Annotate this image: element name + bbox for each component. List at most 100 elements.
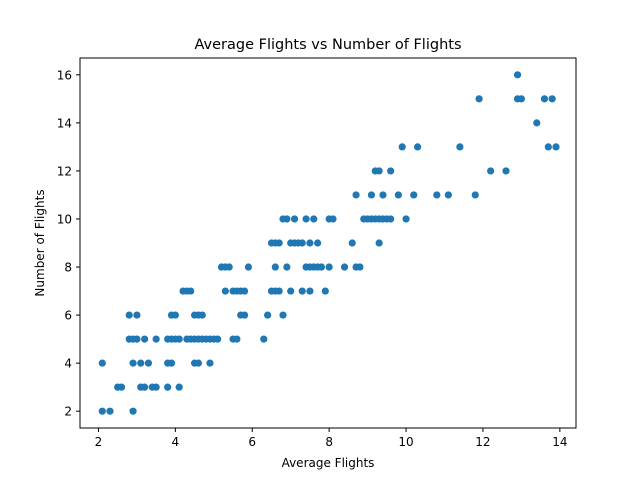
data-point (314, 239, 322, 247)
data-point (433, 191, 441, 199)
data-point (187, 287, 195, 295)
data-point (387, 167, 395, 175)
y-tick-label: 8 (64, 261, 72, 275)
data-point (279, 311, 287, 319)
data-point (475, 95, 483, 103)
data-point (233, 335, 241, 343)
data-point (540, 95, 549, 103)
x-tick-label: 2 (95, 435, 103, 449)
data-point (275, 239, 283, 247)
x-tick-label: 4 (172, 435, 180, 449)
data-point (325, 263, 333, 271)
data-point (352, 191, 360, 199)
data-point (198, 311, 206, 319)
data-point (152, 335, 160, 343)
data-point (206, 359, 214, 367)
data-point (214, 335, 222, 343)
data-point (356, 263, 364, 271)
data-point (194, 359, 203, 367)
data-point (98, 407, 106, 415)
data-point (283, 215, 291, 223)
data-point (517, 95, 526, 103)
data-point (398, 143, 406, 151)
x-tick-label: 14 (552, 435, 567, 449)
data-point (375, 167, 383, 175)
data-point (144, 359, 153, 367)
data-point (225, 263, 233, 271)
data-point (513, 71, 522, 79)
data-point (287, 287, 295, 295)
data-point (321, 287, 329, 295)
data-point (244, 263, 253, 271)
data-point (133, 311, 141, 319)
data-point (306, 239, 314, 247)
data-point (306, 287, 314, 295)
data-point (117, 383, 126, 391)
data-point (264, 311, 272, 319)
data-point (410, 191, 418, 199)
data-point (164, 383, 172, 391)
data-point (152, 383, 160, 391)
x-tick-label: 10 (398, 435, 413, 449)
data-point (456, 143, 464, 151)
data-point (552, 143, 560, 151)
data-point (317, 263, 326, 271)
data-point (98, 359, 106, 367)
y-tick-label: 6 (64, 309, 72, 323)
x-tick-label: 8 (325, 435, 333, 449)
y-tick-label: 2 (64, 405, 72, 419)
data-point (240, 311, 249, 319)
data-point (240, 287, 249, 295)
data-point (471, 191, 479, 199)
data-point (175, 383, 183, 391)
data-point (275, 287, 283, 295)
data-point (533, 119, 541, 127)
data-point (125, 311, 133, 319)
data-point (175, 335, 183, 343)
data-point (367, 191, 376, 199)
data-point (544, 143, 552, 151)
data-point (329, 215, 337, 223)
data-point (133, 335, 141, 343)
data-point (141, 335, 149, 343)
data-point (260, 335, 268, 343)
x-axis: 2 4 6 8 10 12 14 (95, 428, 567, 449)
data-point (340, 263, 349, 271)
y-tick-label: 14 (57, 116, 72, 130)
y-tick-label: 12 (57, 164, 72, 178)
data-point (129, 407, 137, 415)
x-axis-label: Average Flights (282, 456, 375, 470)
data-point (171, 311, 179, 319)
data-point (348, 239, 356, 247)
data-point (141, 383, 149, 391)
points-layer (98, 71, 560, 415)
plot-frame (79, 57, 577, 429)
y-tick-label: 10 (57, 212, 72, 226)
data-point (502, 167, 510, 175)
y-axis: 2 4 6 8 10 12 14 16 (57, 68, 80, 419)
chart-title: Average Flights vs Number of Flights (194, 37, 461, 53)
y-tick-label: 16 (57, 68, 72, 82)
data-point (290, 215, 299, 223)
data-point (106, 407, 114, 415)
y-axis-label: Number of Flights (33, 189, 47, 296)
data-point (129, 359, 137, 367)
data-point (444, 191, 452, 199)
data-point (402, 215, 410, 223)
data-point (387, 215, 395, 223)
data-point (302, 215, 310, 223)
data-point (375, 239, 383, 247)
y-tick-label: 4 (64, 357, 72, 371)
x-tick-label: 12 (475, 435, 490, 449)
data-point (394, 191, 402, 199)
data-point (271, 263, 279, 271)
data-point (487, 167, 495, 175)
data-point (413, 143, 422, 151)
data-point (548, 95, 556, 103)
data-point (298, 287, 306, 295)
data-point (221, 287, 229, 295)
x-tick-label: 6 (248, 435, 256, 449)
data-point (167, 359, 176, 367)
